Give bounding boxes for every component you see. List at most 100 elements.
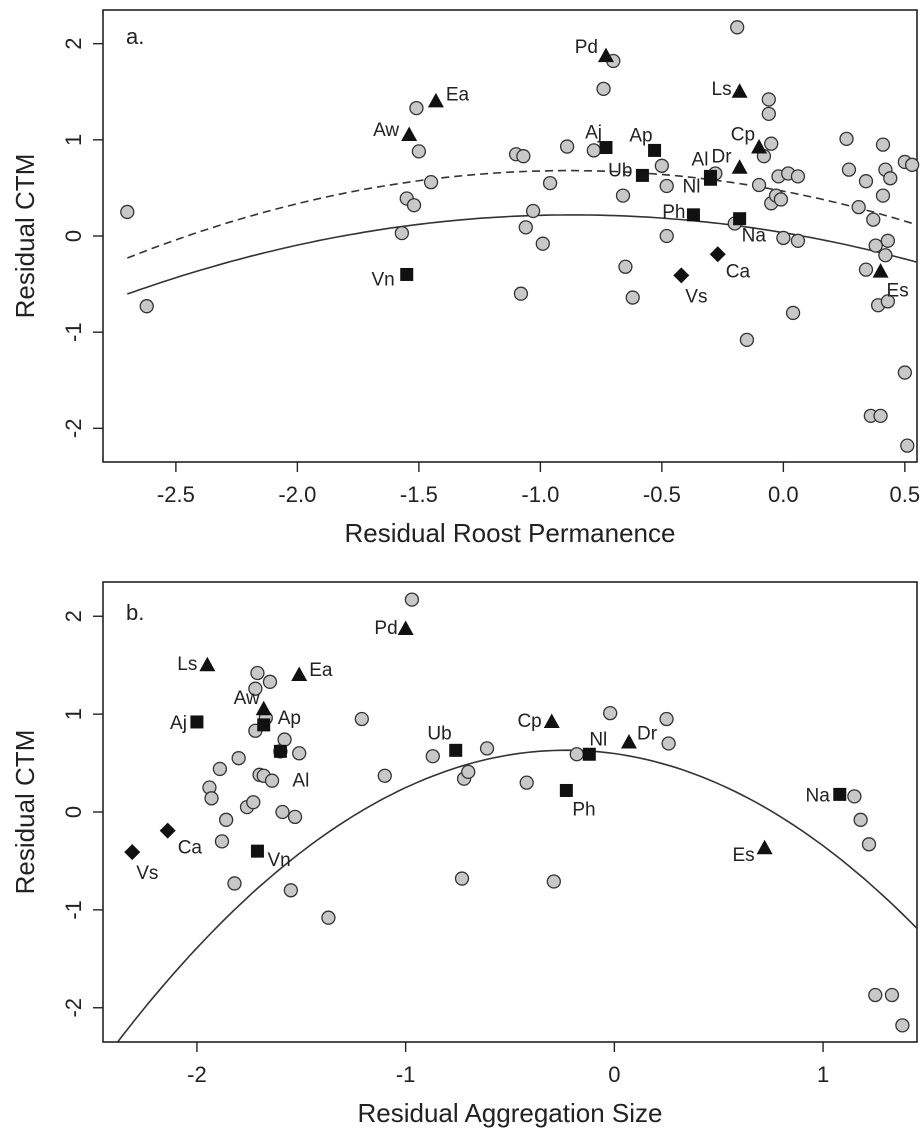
data-point-circle — [218, 812, 234, 827]
point-label: Aw — [373, 120, 399, 141]
y-tick-label: -2 — [61, 998, 86, 1018]
data-point-circle — [204, 791, 219, 806]
data-point-circle — [853, 812, 868, 827]
data-point-circle — [559, 139, 575, 154]
y-tick-label: 0 — [61, 230, 86, 242]
chart-panel-a: a. -2.5 -2.0 -1.5 -1.0 -0.5 0.0 0.5 -2 -1 0 1 2 Resid… — [10, 9, 920, 548]
data-point-circle — [212, 761, 228, 777]
data-point-circle — [546, 874, 561, 889]
data-point-circle — [858, 174, 874, 189]
data-point-circle — [790, 169, 806, 184]
data-point-triangle — [731, 83, 748, 98]
x-tick-label: -1 — [396, 1062, 416, 1087]
x-tick-label: 0.0 — [768, 482, 799, 507]
data-point-triangle — [731, 159, 748, 174]
point-label: Dr — [637, 724, 658, 745]
data-point-circle — [773, 192, 789, 207]
data-point-square — [257, 718, 271, 732]
data-point-circle — [751, 177, 767, 193]
point-label: Ca — [178, 838, 203, 859]
data-point-triangle — [597, 47, 614, 63]
y-tick-label: 1 — [61, 708, 86, 720]
x-tick-label: -2.5 — [157, 482, 195, 507]
point-label: Vn — [267, 850, 290, 871]
data-point-circle — [730, 20, 745, 35]
point-label: Es — [732, 845, 754, 866]
data-point-circle — [292, 746, 307, 761]
x-tick-label: -2 — [187, 1062, 207, 1087]
x-tick-label: -2.0 — [278, 482, 316, 507]
data-point-diamond — [709, 246, 726, 263]
data-point-circle — [120, 204, 135, 220]
data-point-circle — [248, 681, 263, 696]
data-point-circle — [904, 157, 920, 172]
data-point-triangle — [427, 92, 444, 108]
data-point-circle — [851, 199, 866, 215]
data-point-circle — [516, 149, 531, 164]
point-label: Na — [805, 785, 830, 806]
data-point-square — [635, 168, 649, 182]
data-point-circle — [875, 137, 891, 152]
data-point-circle — [425, 749, 440, 764]
data-point-square — [582, 747, 596, 761]
data-point-circle — [661, 736, 676, 751]
data-point-circle — [394, 225, 410, 241]
data-point-triangle — [543, 713, 560, 728]
point-label: Es — [887, 281, 909, 302]
point-label: Ls — [712, 79, 732, 100]
data-point-circle — [479, 741, 495, 756]
data-point-circle — [897, 365, 913, 380]
data-point-square — [833, 787, 847, 801]
x-axis-title: Residual Aggregation Size — [358, 1098, 663, 1128]
data-point-circle — [454, 871, 470, 886]
data-point-circle — [377, 768, 392, 783]
data-point-square — [400, 267, 414, 281]
data-point-circle — [615, 188, 631, 203]
data-point-square — [733, 212, 747, 226]
point-label: Dr — [712, 147, 733, 168]
point-label: Ph — [572, 799, 595, 820]
data-point-circle — [250, 665, 265, 681]
data-point-square — [686, 208, 700, 222]
point-label: Pd — [575, 37, 598, 58]
data-point-triangle — [401, 126, 418, 142]
data-point-circle — [868, 238, 883, 253]
data-point-circle — [861, 837, 877, 852]
data-point-circle — [900, 438, 915, 453]
data-point-circle — [868, 987, 883, 1003]
data-point-circle — [839, 131, 854, 147]
data-point-circle — [406, 198, 422, 213]
data-point-circle — [139, 299, 154, 314]
data-point-circle — [603, 705, 618, 721]
data-point-circle — [246, 795, 261, 810]
data-point-triangle — [872, 263, 889, 278]
point-label: Nl — [683, 176, 701, 197]
x-tick-label: 0 — [608, 1062, 620, 1087]
data-point-circle — [880, 233, 895, 248]
data-point-circle — [739, 332, 755, 348]
data-point-circle — [518, 220, 533, 235]
data-point-circle — [569, 747, 584, 762]
data-point-square — [559, 783, 573, 797]
data-point-circle — [761, 92, 776, 107]
data-point-circle — [884, 987, 900, 1003]
data-point-circle — [262, 674, 278, 689]
data-point-circle — [404, 592, 420, 607]
point-label: Pd — [374, 618, 397, 639]
panel-label: a. — [126, 24, 144, 49]
point-label: Ea — [446, 84, 470, 105]
data-point-circle — [277, 732, 292, 747]
data-point-triangle — [199, 656, 216, 672]
y-tick-label: -1 — [61, 322, 86, 342]
point-label: Ub — [427, 723, 451, 744]
data-point-circle — [866, 212, 881, 227]
data-point-circle — [519, 775, 534, 790]
data-point-diamond — [159, 822, 176, 839]
data-point-square — [449, 743, 463, 757]
data-point-circle — [878, 248, 893, 263]
y-tick-label: 0 — [61, 806, 86, 818]
data-point-circle — [764, 136, 779, 151]
point-label: Ap — [629, 125, 652, 146]
data-point-triangle — [291, 666, 308, 681]
data-point-circle — [659, 178, 674, 194]
